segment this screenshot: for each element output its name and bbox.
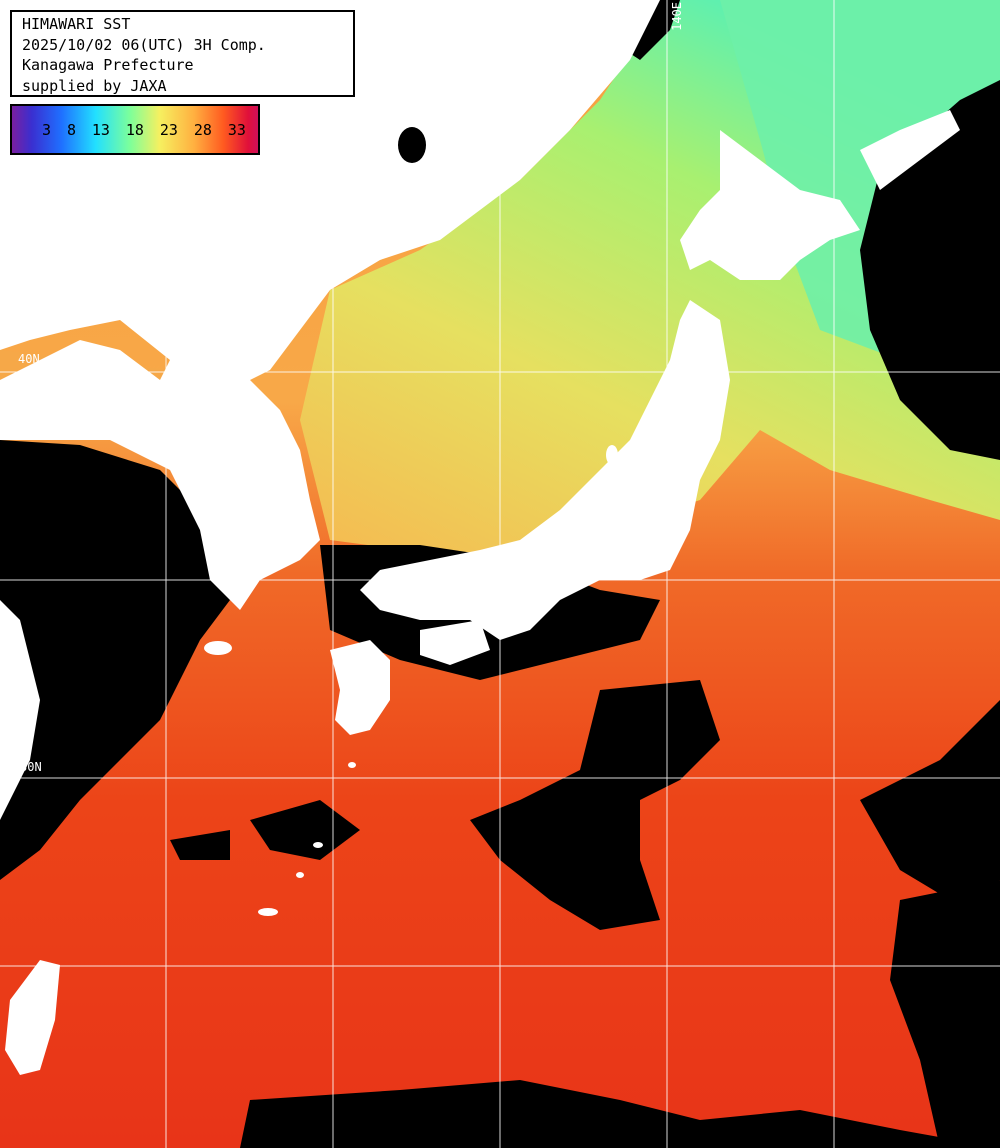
title-line-1: HIMAWARI SST [22,15,131,33]
label-30n: 30N [20,760,42,774]
label-140e: 140E [670,2,684,31]
temperature-legend: 3 8 13 18 23 28 33 [10,104,260,155]
land-coast-southwest [0,600,40,820]
land-sado [606,445,618,465]
land-shikoku [420,620,490,665]
cloud-patch-2 [170,830,230,860]
cloud-central-pacific [470,680,720,930]
cloud-southeast [890,880,1000,1148]
legend-tick: 13 [91,120,110,139]
land-hokkaido [680,130,860,280]
land-kyushu [330,640,390,735]
cloud-bottom [240,1080,1000,1148]
map-title-box: HIMAWARI SST 2025/10/02 06(UTC) 3H Comp.… [10,10,355,97]
land-jeju [204,641,232,655]
legend-tick: 3 [41,120,51,139]
legend-tick: 28 [193,120,212,139]
land-island-black [398,127,426,163]
land-island-ryukyu-1 [258,908,278,916]
land-taiwan [5,960,60,1075]
land-sakhalin [860,110,960,190]
legend-tick: 23 [159,120,178,139]
land-island-ryukyu-3 [313,842,323,848]
title-line-3: Kanagawa Prefecture [22,56,194,74]
title-line-2: 2025/10/02 06(UTC) 3H Comp. [22,35,266,54]
cloud-east-band [860,700,1000,900]
land-honshu [360,300,730,640]
legend-tick: 18 [125,120,144,139]
legend-tick: 33 [227,120,246,139]
label-40n: 40N [18,352,40,366]
land-island-ryukyu-4 [348,762,356,768]
title-line-4: supplied by JAXA [22,76,167,95]
cloud-west [0,440,230,880]
legend-tick: 8 [66,120,76,139]
land-island-ryukyu-2 [296,872,304,878]
